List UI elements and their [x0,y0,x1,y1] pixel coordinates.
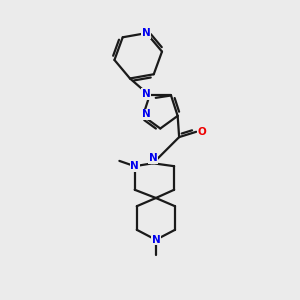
Text: N: N [130,161,139,171]
Text: N: N [142,110,151,119]
Text: N: N [142,28,151,38]
Text: N: N [142,89,150,99]
Text: N: N [152,235,160,245]
Text: O: O [197,127,206,137]
Text: N: N [148,153,157,163]
